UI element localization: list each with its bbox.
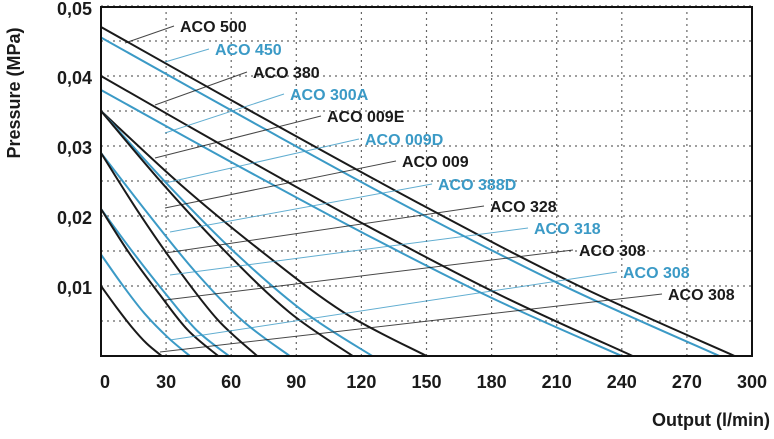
leader-line: [154, 71, 248, 106]
x-tick-label: 210: [542, 372, 572, 392]
leader-line: [164, 160, 397, 209]
leader-lines: [124, 25, 663, 353]
series-label: ACO 450: [215, 42, 282, 59]
series-curve: [100, 208, 230, 357]
series-curve: [100, 110, 354, 357]
series-curve: [100, 75, 634, 357]
y-tick-labels: 0,01 0,02 0,03 0,04 0,05: [57, 0, 92, 298]
x-tick-labels: 0 30 60 90 120 150 180 210 240 270 300: [100, 372, 767, 392]
leader-line: [169, 183, 433, 233]
series-curve: [100, 110, 373, 357]
x-tick-label: 150: [411, 372, 441, 392]
curves: [100, 26, 736, 357]
grid: [101, 5, 752, 356]
leader-line: [164, 48, 210, 63]
y-tick-label: 0,04: [57, 68, 92, 88]
leader-line: [154, 115, 322, 159]
series-curve: [100, 285, 163, 357]
y-tick-label: 0,03: [57, 138, 92, 158]
y-tick-label: 0,01: [57, 278, 92, 298]
y-tick-label: 0,02: [57, 208, 92, 228]
x-tick-label: 300: [737, 372, 767, 392]
x-tick-label: 180: [477, 372, 507, 392]
series-label: ACO 300A: [290, 87, 369, 104]
x-tick-label: 120: [346, 372, 376, 392]
leader-line: [159, 293, 663, 353]
x-tick-label: 270: [672, 372, 702, 392]
leader-line: [164, 93, 285, 134]
y-axis-title: Pressure (MPa): [4, 27, 24, 158]
x-tick-label: 90: [286, 372, 306, 392]
x-tick-label: 30: [156, 372, 176, 392]
leader-line: [124, 25, 175, 44]
series-labels: ACO 500 ACO 450 ACO 380 ACO 300A ACO 009E ACO…: [180, 19, 735, 304]
x-tick-label: 240: [607, 372, 637, 392]
x-tick-label: 60: [221, 372, 241, 392]
series-curve: [100, 36, 720, 357]
series-label: ACO 009E: [327, 109, 405, 126]
series-label: ACO 308: [668, 287, 735, 304]
series-label: ACO 318: [534, 221, 601, 238]
series-curve: [100, 110, 427, 357]
series-label: ACO 308: [579, 243, 646, 260]
leader-line: [169, 227, 529, 276]
series-curve: [100, 152, 291, 357]
leader-line: [164, 249, 574, 301]
series-curve: [100, 26, 736, 357]
leader-line: [164, 138, 360, 184]
series-curve: [100, 89, 623, 357]
series-label: ACO 308: [623, 265, 690, 282]
plot-frame: [100, 6, 753, 357]
series-label: ACO 388D: [438, 177, 516, 194]
x-axis-title: Output (l/min): [652, 410, 770, 430]
leader-line: [164, 205, 485, 254]
series-label: ACO 009: [402, 154, 469, 171]
series-label: ACO 328: [490, 199, 557, 216]
series-label: ACO 500: [180, 19, 247, 36]
series-label: ACO 380: [253, 65, 320, 82]
series-label: ACO 009D: [365, 132, 443, 149]
y-tick-label: 0,05: [57, 0, 92, 19]
series-curve: [100, 208, 219, 357]
leader-line: [169, 271, 618, 341]
x-tick-label: 0: [100, 372, 110, 392]
series-curve: [100, 253, 191, 357]
